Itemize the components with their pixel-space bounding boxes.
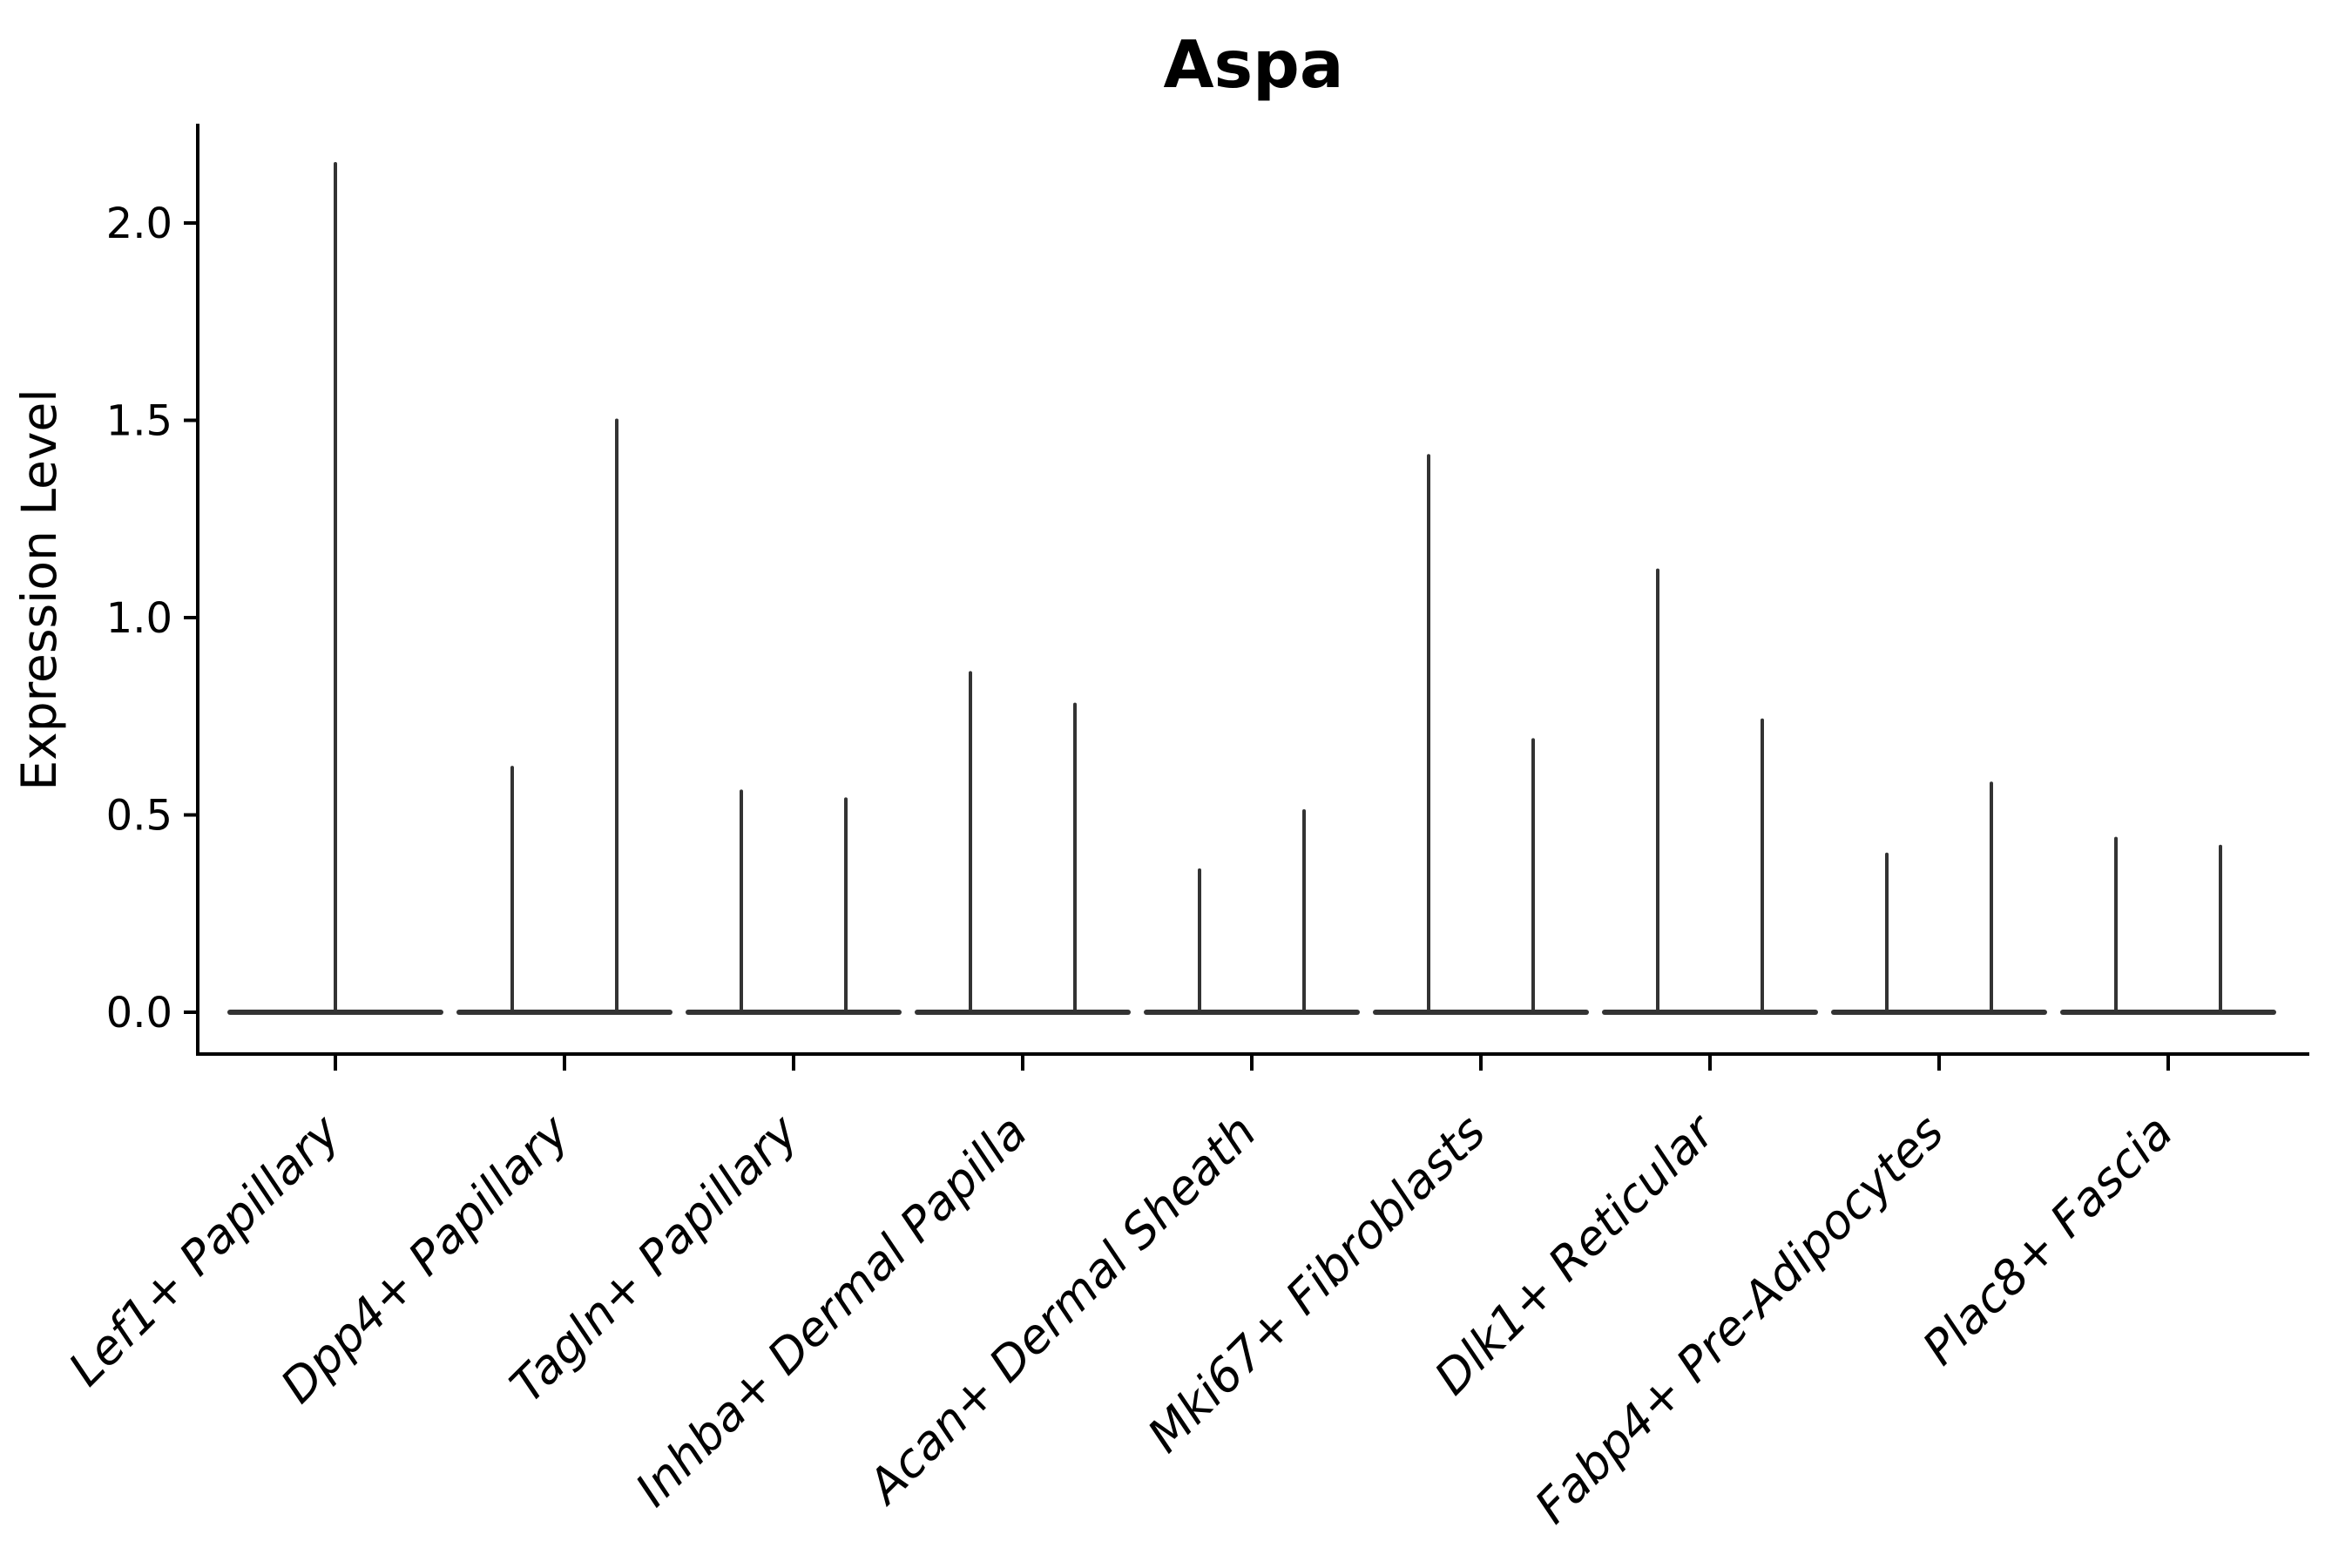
y-tick-layer: 0.0 0.5 1.0 1.5 2.0 [106, 199, 198, 1037]
x-tick-label: Fabp4+ Pre-Adipocytes [1524, 1105, 1954, 1534]
y-axis-label: Expression Level [11, 389, 67, 790]
y-tick-label: 2.0 [106, 199, 172, 248]
x-tick-label: Acan+ Dermal Sheath [855, 1105, 1267, 1516]
chart-title: Aspa [1164, 26, 1344, 103]
x-tick-label: Inhba+ Dermal Papilla [625, 1105, 1037, 1517]
y-tick-label: 1.5 [106, 397, 172, 446]
x-tick-label: Plac8+ Fascia [1912, 1105, 2183, 1375]
y-tick-label: 1.0 [106, 594, 172, 643]
violins-layer [227, 162, 2276, 1015]
y-tick-label: 0.5 [106, 792, 172, 841]
y-tick-label: 0.0 [106, 989, 172, 1037]
